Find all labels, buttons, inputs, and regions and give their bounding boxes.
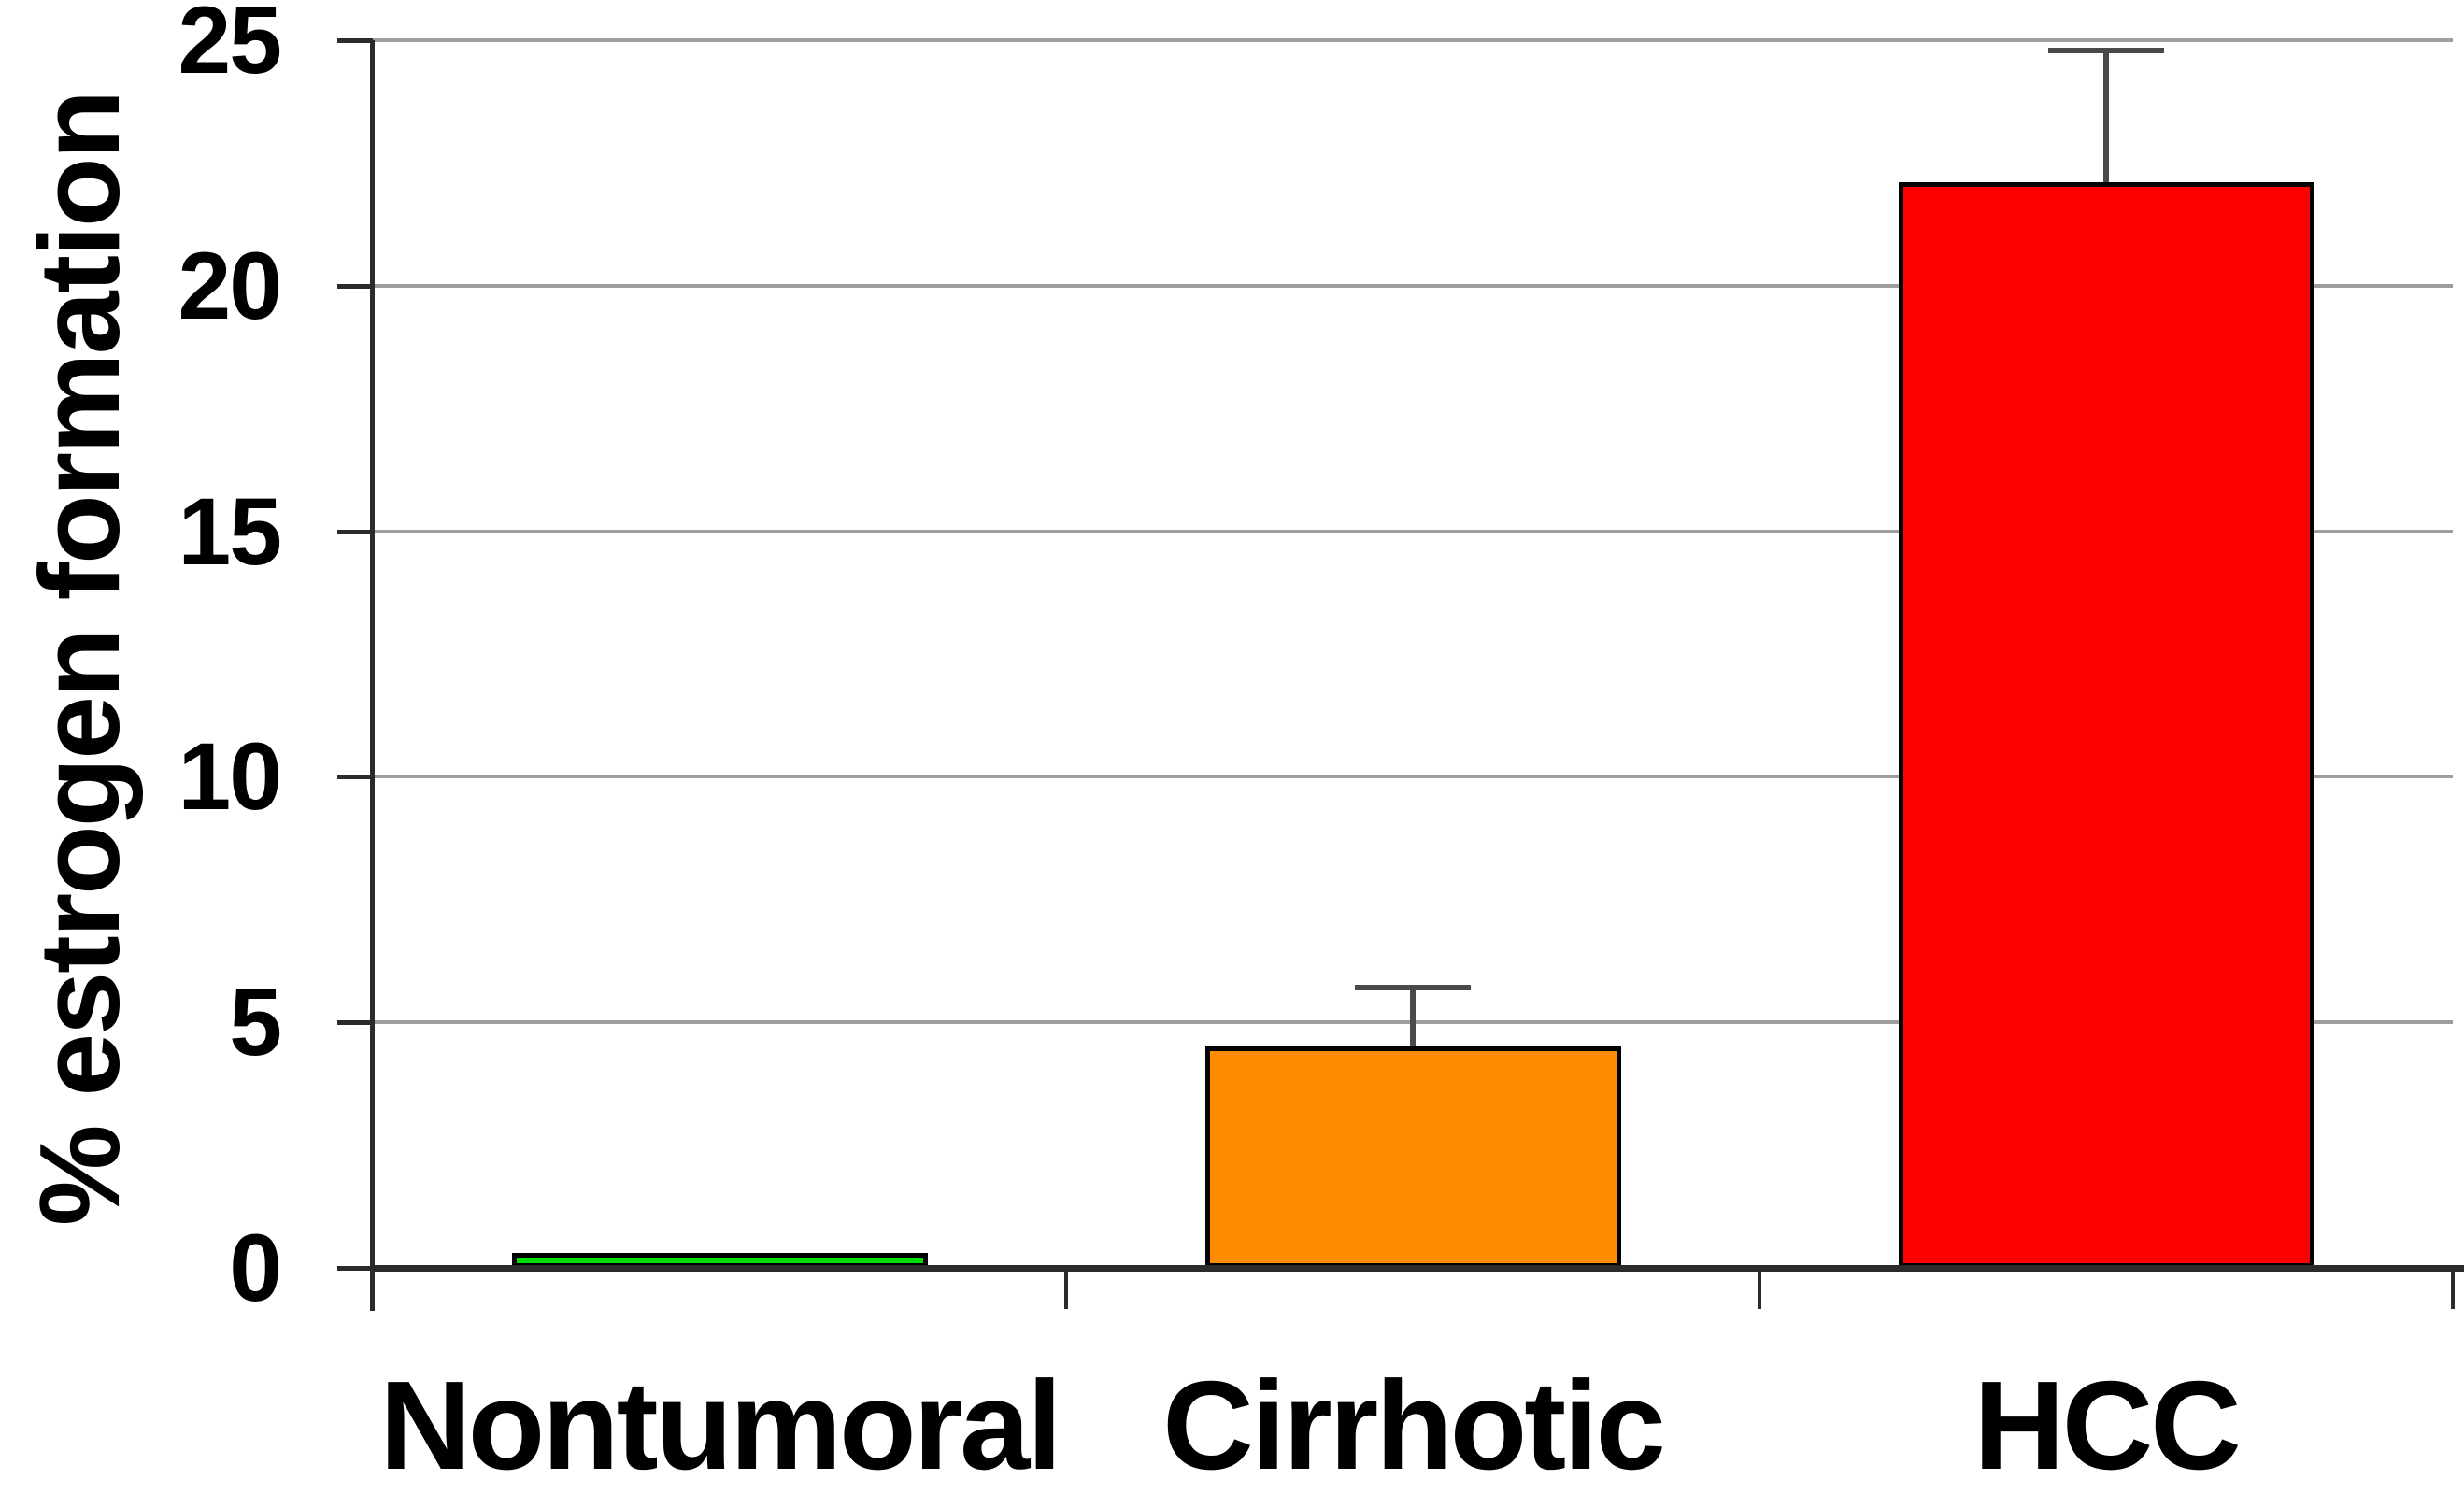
y-tick [337,775,373,780]
y-tick [337,1266,373,1271]
y-tick-label: 25 [178,0,282,93]
y-tick-label: 10 [178,723,282,831]
gridline [373,775,2453,779]
y-tick-label: 0 [229,1215,282,1321]
x-tick [1064,1268,1068,1309]
y-tick [337,283,373,289]
x-axis-line [370,1265,2464,1272]
gridline [373,38,2453,42]
x-category-label: HCC [1973,1355,2241,1496]
x-category-label: Nontumoral [379,1355,1061,1496]
gridline [373,283,2453,288]
y-axis-line [370,40,375,1311]
error-bar-cap [1355,985,1471,991]
x-tick [1758,1268,1761,1309]
x-category-label: Cirrhotic [1162,1355,1666,1496]
error-bar-stem [2103,50,2109,183]
y-tick-label: 15 [178,477,282,585]
bar [1204,1046,1621,1268]
bar [1898,182,2314,1268]
y-tick [337,529,373,534]
gridline [373,529,2453,533]
error-bar-stem [1410,988,1416,1047]
x-tick [2451,1268,2455,1309]
y-tick-label: 20 [178,232,282,339]
y-tick-label: 5 [229,969,282,1076]
error-bar-cap [2048,47,2164,53]
y-tick [337,38,373,43]
y-tick [337,1020,373,1026]
